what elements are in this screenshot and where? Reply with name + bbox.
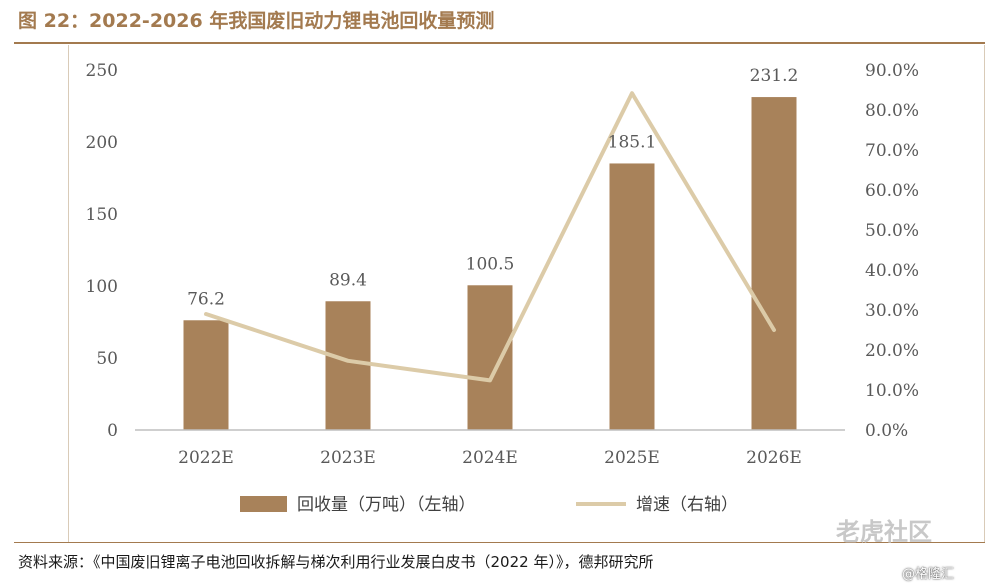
y-right-tick-label: 50.0% [865, 221, 919, 241]
y-right-tick-label: 60.0% [865, 181, 919, 201]
chart-title: 图 22：2022-2026 年我国废旧动力锂电池回收量预测 [18, 10, 495, 32]
watermark-secondary: @格隆汇 [902, 567, 955, 582]
chart-frame [68, 45, 985, 542]
title-rule [14, 42, 985, 44]
y-right-tick-label: 80.0% [865, 101, 919, 121]
x-tick-label: 2022E [178, 448, 234, 468]
bar-data-label: 89.4 [329, 270, 367, 290]
watermark: 老虎社区 [836, 518, 932, 546]
legend-label-line: 增速（右轴） [636, 495, 738, 515]
y-left-tick-label: 200 [86, 133, 118, 153]
source-note: 资料来源：《中国废旧锂离子电池回收拆解与梯次利用行业发展白皮书（2022 年）》… [18, 553, 654, 571]
bar-data-label: 100.5 [466, 254, 515, 274]
growth-rate-line [204, 91, 776, 383]
x-tick-label: 2026E [746, 448, 802, 468]
y-right-tick-label: 70.0% [865, 141, 919, 161]
y-right-tick-label: 10.0% [865, 381, 919, 401]
bar-data-label: 185.1 [608, 132, 657, 152]
y-left-tick-label: 50 [96, 349, 118, 369]
y-right-tick-label: 20.0% [865, 341, 919, 361]
y-left-tick-label: 100 [86, 277, 118, 297]
y-left-tick-label: 0 [107, 421, 118, 441]
x-tick-label: 2025E [604, 448, 660, 468]
y-right-tick-label: 90.0% [865, 61, 919, 81]
y-right-tick-label: 0.0% [865, 421, 908, 441]
x-tick-label: 2023E [320, 448, 376, 468]
bar [183, 320, 229, 430]
bar [751, 97, 797, 431]
bar [467, 285, 513, 430]
legend-label-bar: 回收量（万吨）（左轴） [297, 495, 476, 515]
y-right-tick-label: 30.0% [865, 301, 919, 321]
bar [325, 301, 371, 430]
x-tick-label: 2024E [462, 448, 518, 468]
legend-swatch-bar [240, 496, 287, 512]
bar-data-label: 231.2 [750, 66, 799, 86]
bar-data-label: 76.2 [187, 289, 225, 309]
y-left-tick-label: 250 [86, 61, 118, 81]
y-right-tick-label: 40.0% [865, 261, 919, 281]
source-rule [14, 542, 985, 543]
bar [609, 163, 655, 430]
y-left-tick-label: 150 [86, 205, 118, 225]
